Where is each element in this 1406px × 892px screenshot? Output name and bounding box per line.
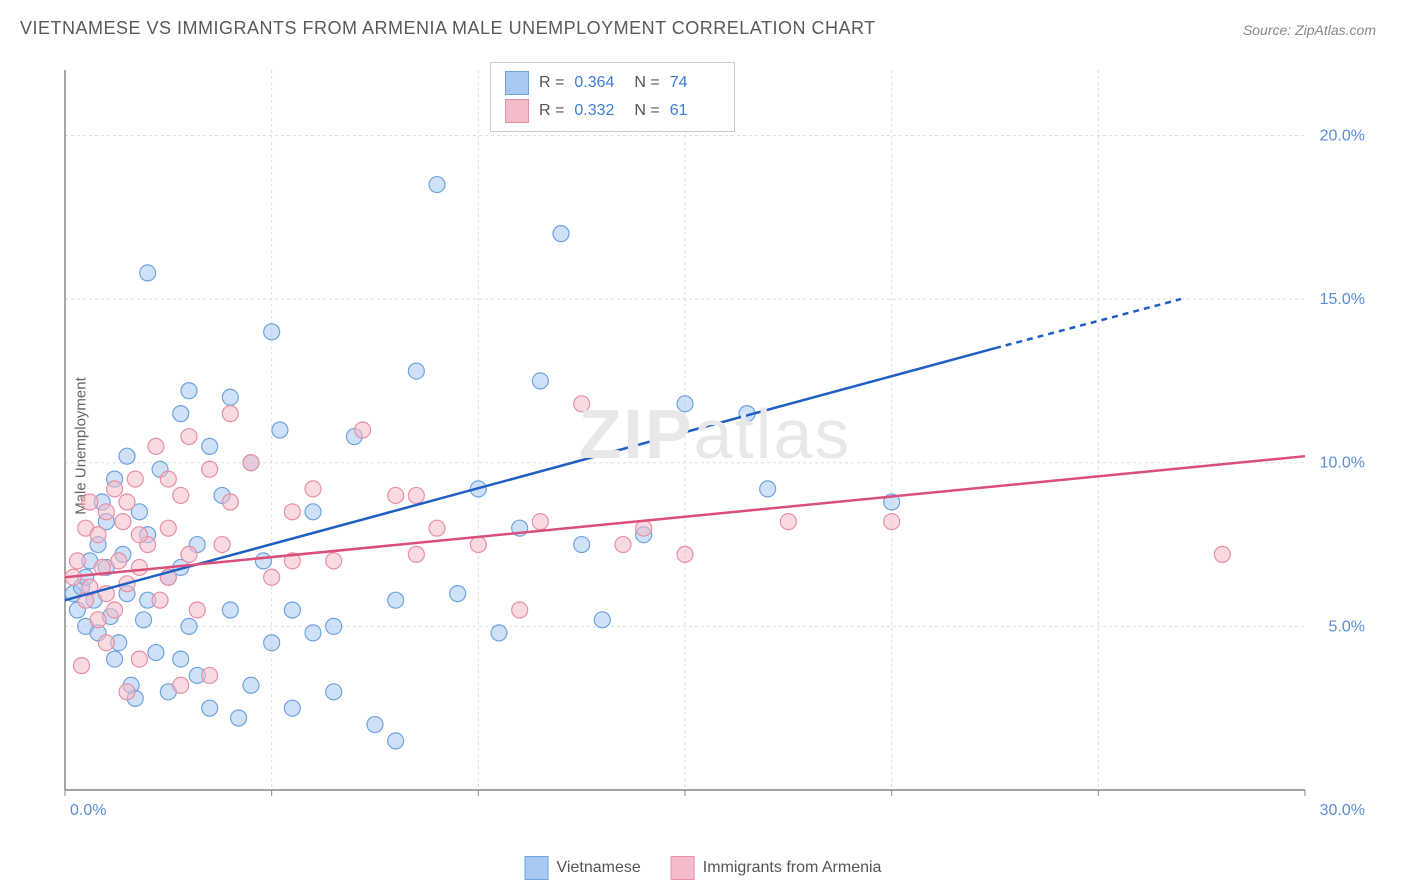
svg-text:30.0%: 30.0% [1320, 802, 1365, 819]
svg-text:10.0%: 10.0% [1320, 455, 1365, 472]
correlation-stats-legend: R = 0.364 N = 74 R = 0.332 N = 61 [490, 62, 735, 132]
swatch-armenia [505, 99, 529, 123]
r-value-vietnamese: 0.364 [574, 74, 624, 92]
stats-row-armenia: R = 0.332 N = 61 [505, 97, 720, 125]
swatch-armenia-icon [671, 856, 695, 880]
chart-container: VIETNAMESE VS IMMIGRANTS FROM ARMENIA MA… [0, 0, 1406, 892]
n-value-armenia: 61 [670, 102, 720, 120]
svg-text:0.0%: 0.0% [70, 802, 106, 819]
plot-area: ZIPatlas 5.0%10.0%15.0%20.0%0.0%30.0% [55, 60, 1375, 840]
legend-item-vietnamese: Vietnamese [525, 856, 641, 880]
source-attribution: Source: ZipAtlas.com [1243, 22, 1376, 38]
legend-item-armenia: Immigrants from Armenia [671, 856, 882, 880]
n-value-vietnamese: 74 [670, 74, 720, 92]
r-value-armenia: 0.332 [574, 102, 624, 120]
svg-text:20.0%: 20.0% [1320, 127, 1365, 144]
chart-title: VIETNAMESE VS IMMIGRANTS FROM ARMENIA MA… [20, 18, 876, 39]
swatch-vietnamese-icon [525, 856, 549, 880]
series-legend: Vietnamese Immigrants from Armenia [525, 856, 882, 880]
svg-text:15.0%: 15.0% [1320, 291, 1365, 308]
stats-row-vietnamese: R = 0.364 N = 74 [505, 69, 720, 97]
scatter-plot-svg: 5.0% 10.0% 15.0% 20.0% 0.0% 30.0% [55, 60, 1375, 840]
swatch-vietnamese [505, 71, 529, 95]
svg-text:5.0%: 5.0% [1329, 618, 1365, 635]
